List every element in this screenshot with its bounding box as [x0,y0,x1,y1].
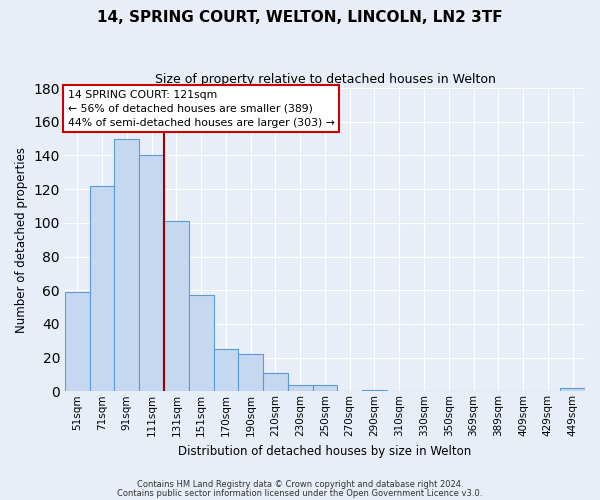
Bar [189,295,214,392]
Bar [560,388,585,392]
Text: Contains HM Land Registry data © Crown copyright and database right 2024.: Contains HM Land Registry data © Crown c… [137,480,463,489]
Text: 14, SPRING COURT, WELTON, LINCOLN, LN2 3TF: 14, SPRING COURT, WELTON, LINCOLN, LN2 3… [97,10,503,25]
Bar [362,390,387,392]
Bar [288,384,313,392]
Bar [65,292,89,392]
Bar [263,372,288,392]
Bar [89,186,115,392]
Bar [164,221,189,392]
Text: Contains public sector information licensed under the Open Government Licence v3: Contains public sector information licen… [118,488,482,498]
Title: Size of property relative to detached houses in Welton: Size of property relative to detached ho… [155,72,496,86]
Y-axis label: Number of detached properties: Number of detached properties [15,146,28,332]
Bar [238,354,263,392]
Bar [115,138,139,392]
Bar [139,156,164,392]
Text: 14 SPRING COURT: 121sqm
← 56% of detached houses are smaller (389)
44% of semi-d: 14 SPRING COURT: 121sqm ← 56% of detache… [68,90,334,128]
Bar [214,349,238,392]
X-axis label: Distribution of detached houses by size in Welton: Distribution of detached houses by size … [178,444,472,458]
Bar [313,384,337,392]
